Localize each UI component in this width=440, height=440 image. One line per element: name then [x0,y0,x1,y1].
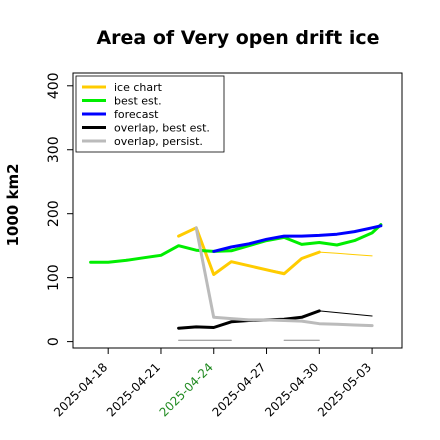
legend-label: ice chart [114,81,163,94]
series-line-2 [318,251,373,257]
series-line-8 [194,226,374,328]
legend-label: forecast [114,108,159,121]
chart-title: Area of Very open drift ice [96,27,379,49]
x-axis: 2025-04-182025-04-212025-04-242025-04-27… [51,348,374,419]
series-line-4 [212,224,383,253]
y-axis: 0 100 200 300 400 [46,72,73,346]
series-line-7 [318,310,373,317]
x-tick-label: 2025-04-24 [157,360,216,419]
y-tick-label: 100 [46,264,62,291]
x-tick-label: 2025-04-27 [209,360,268,419]
x-tick-label: 2025-04-30 [262,360,321,419]
y-tick-label: 200 [46,200,62,227]
legend-label: overlap, best est. [114,122,210,135]
series-line-3 [89,223,383,264]
x-tick-label: 2025-04-18 [51,360,110,419]
series-layer [89,223,383,341]
series-line-1 [230,261,285,273]
legend-label: overlap, persist. [114,135,203,148]
x-tick-label: 2025-05-03 [315,360,374,419]
plot-frame [72,72,403,349]
y-tick-label: 400 [46,72,62,99]
y-axis-label: 1000 km2 [4,163,22,246]
y-tick-label: 0 [46,337,62,346]
legend-label: best est. [114,95,162,108]
x-tick-label: 2025-04-21 [104,360,163,419]
y-tick-label: 300 [46,136,62,163]
